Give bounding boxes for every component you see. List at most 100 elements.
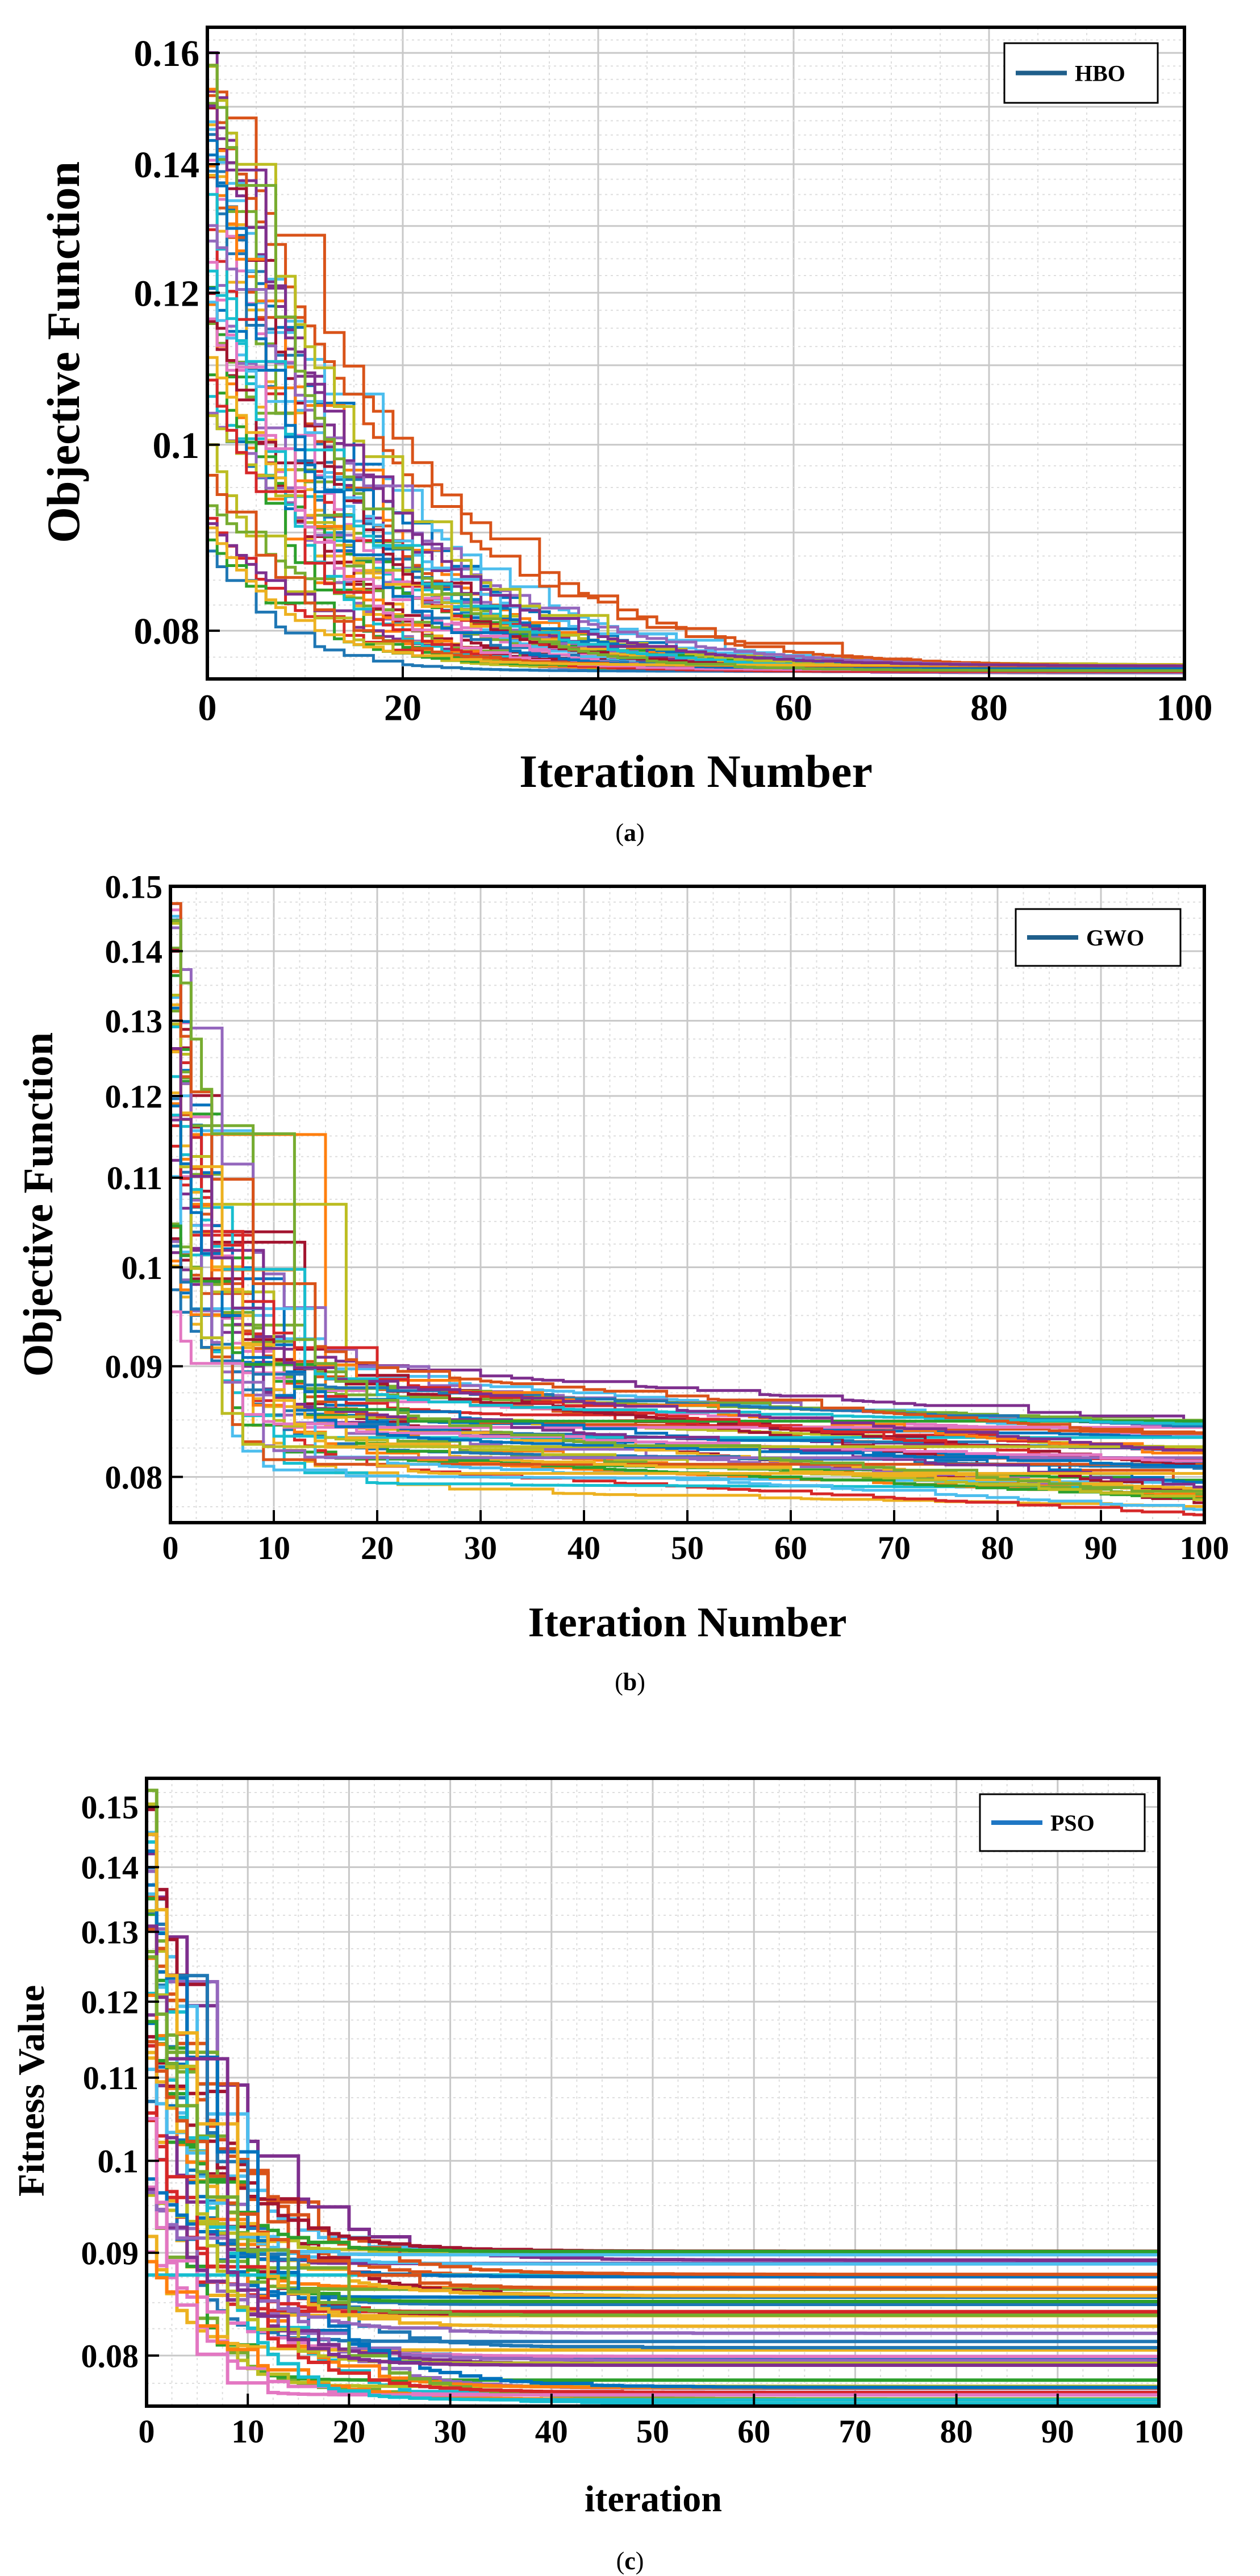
x-tick-label: 0 (139, 2413, 155, 2450)
x-tick-label: 30 (464, 1529, 497, 1566)
series-line (147, 1927, 1159, 2277)
series-line (147, 1852, 1159, 2262)
series-line (147, 2111, 1159, 2394)
y-tick-label: 0.11 (107, 1160, 162, 1197)
series-line (170, 919, 1204, 1493)
series-line (147, 2040, 1159, 2291)
panel-b-legend-box (1015, 908, 1182, 967)
x-tick-label: 50 (636, 2413, 669, 2450)
series-line (170, 1091, 1204, 1490)
y-tick-label: 0.13 (81, 1914, 139, 1951)
series-line (147, 1909, 1159, 2365)
series-line (170, 1114, 1204, 1425)
series-line (170, 1251, 1204, 1424)
panel-c-caption: (c) (616, 2547, 644, 2575)
panel-a-grid (206, 27, 1186, 679)
x-tick-label: 10 (257, 1529, 290, 1566)
y-tick-label: 0.13 (105, 1003, 163, 1040)
y-tick-label: 0.1 (153, 425, 200, 466)
x-tick-label: 80 (940, 2413, 973, 2450)
x-tick-label: 70 (838, 2413, 871, 2450)
y-tick-label: 0.11 (83, 2060, 139, 2096)
series-line (147, 2117, 1159, 2397)
x-tick-label: 20 (384, 687, 422, 729)
series-line (170, 1049, 1204, 1435)
panel-c-y-axis-label: Fitness Value (11, 1985, 52, 2196)
series-line (170, 926, 1204, 1460)
x-tick-label: 10 (231, 2413, 264, 2450)
x-tick-label: 20 (332, 2413, 365, 2450)
y-tick-label: 0.09 (105, 1348, 163, 1385)
series-line (147, 2020, 1159, 2253)
x-tick-label: 50 (671, 1529, 704, 1566)
y-tick-label: 0.14 (134, 144, 200, 186)
panel-c-caption-letter: c (624, 2547, 636, 2575)
panel-b-x-axis-label: Iteration Number (528, 1599, 846, 1646)
panel-c-y-ticks: 0.08 0.09 0.1 0.11 0.12 0.13 0.14 0.15 (81, 1789, 159, 2374)
panel-a-caption: (a) (615, 819, 644, 847)
y-tick-label: 0.1 (122, 1249, 163, 1286)
x-tick-label: 70 (878, 1529, 911, 1566)
y-tick-label: 0.08 (134, 611, 200, 652)
series-line (147, 1840, 1159, 2402)
x-tick-label: 60 (775, 687, 812, 729)
y-tick-label: 0.08 (105, 1459, 163, 1496)
x-tick-label: 30 (434, 2413, 467, 2450)
x-tick-label: 0 (198, 687, 217, 729)
y-tick-label: 0.16 (134, 33, 200, 74)
panel-a-lines (207, 51, 1184, 674)
y-tick-label: 0.09 (81, 2235, 139, 2271)
y-tick-label: 0.15 (105, 868, 163, 905)
series-line (170, 1051, 1204, 1475)
y-tick-label: 0.14 (81, 1849, 139, 1886)
y-tick-label: 0.15 (81, 1789, 139, 1826)
series-line (147, 2190, 1159, 2335)
x-tick-label: 100 (1134, 2413, 1184, 2450)
panel-b-gwo-chart: 0 10 20 30 40 50 60 70 80 90 100 0.080.090.10.110.… (15, 868, 1229, 1696)
series-line (147, 2235, 1159, 2352)
panel-a-y-axis-label: Objective Function (37, 161, 89, 543)
y-tick-label: 0.14 (105, 933, 163, 970)
panel-a-legend-label: HBO (1075, 61, 1125, 86)
y-tick-label: 0.12 (134, 273, 200, 314)
series-line (147, 1955, 1159, 2317)
x-tick-label: 90 (1041, 2413, 1074, 2450)
series-line (147, 1924, 1159, 2367)
panel-a-caption-letter: a (624, 819, 636, 847)
panel-a-y-ticks: 0.08 0.1 0.12 0.14 0.16 (134, 33, 220, 652)
panel-c-lines (147, 1789, 1159, 2406)
x-tick-label: 80 (981, 1529, 1014, 1566)
x-tick-label: 40 (579, 687, 617, 729)
x-tick-label: 20 (361, 1529, 394, 1566)
panel-a-legend: HBO (1003, 42, 1159, 104)
series-line (170, 1310, 1204, 1462)
series-line (147, 1832, 1159, 2328)
x-tick-label: 60 (737, 2413, 770, 2450)
series-line (147, 1883, 1159, 2389)
y-tick-label: 0.1 (98, 2143, 139, 2180)
x-tick-label: 80 (970, 687, 1008, 729)
y-tick-label: 0.08 (81, 2337, 139, 2374)
panel-c-x-ticks: 0 10 20 30 40 50 60 70 80 90 100 (139, 2394, 1184, 2450)
series-line (147, 1866, 1159, 2350)
series-line (170, 1102, 1204, 1454)
x-tick-label: 60 (774, 1529, 807, 1566)
x-tick-label: 100 (1157, 687, 1213, 729)
series-line (170, 970, 1204, 1439)
panel-b-caption-letter: b (623, 1668, 637, 1696)
panel-c-legend: PSO (979, 1793, 1146, 1852)
series-line (147, 1896, 1159, 2303)
panel-b-y-axis-label: Objective Function (15, 1032, 62, 1377)
x-tick-label: 40 (535, 2413, 568, 2450)
panel-a-x-ticks: 0 20 40 60 80 100 (198, 666, 1213, 729)
series-line (207, 104, 1184, 668)
panel-b-lines (170, 902, 1204, 1516)
y-tick-label: 0.12 (81, 1983, 139, 2020)
panel-b-caption: (b) (615, 1668, 645, 1696)
series-line (170, 1144, 1204, 1460)
panel-c-legend-label: PSO (1050, 1810, 1095, 1836)
panel-b-x-ticks: 0 10 20 30 40 50 60 70 80 90 100 (162, 1510, 1229, 1566)
panel-a-x-axis-label: Iteration Number (519, 745, 873, 797)
panel-c-x-axis-label: iteration (585, 2478, 722, 2520)
